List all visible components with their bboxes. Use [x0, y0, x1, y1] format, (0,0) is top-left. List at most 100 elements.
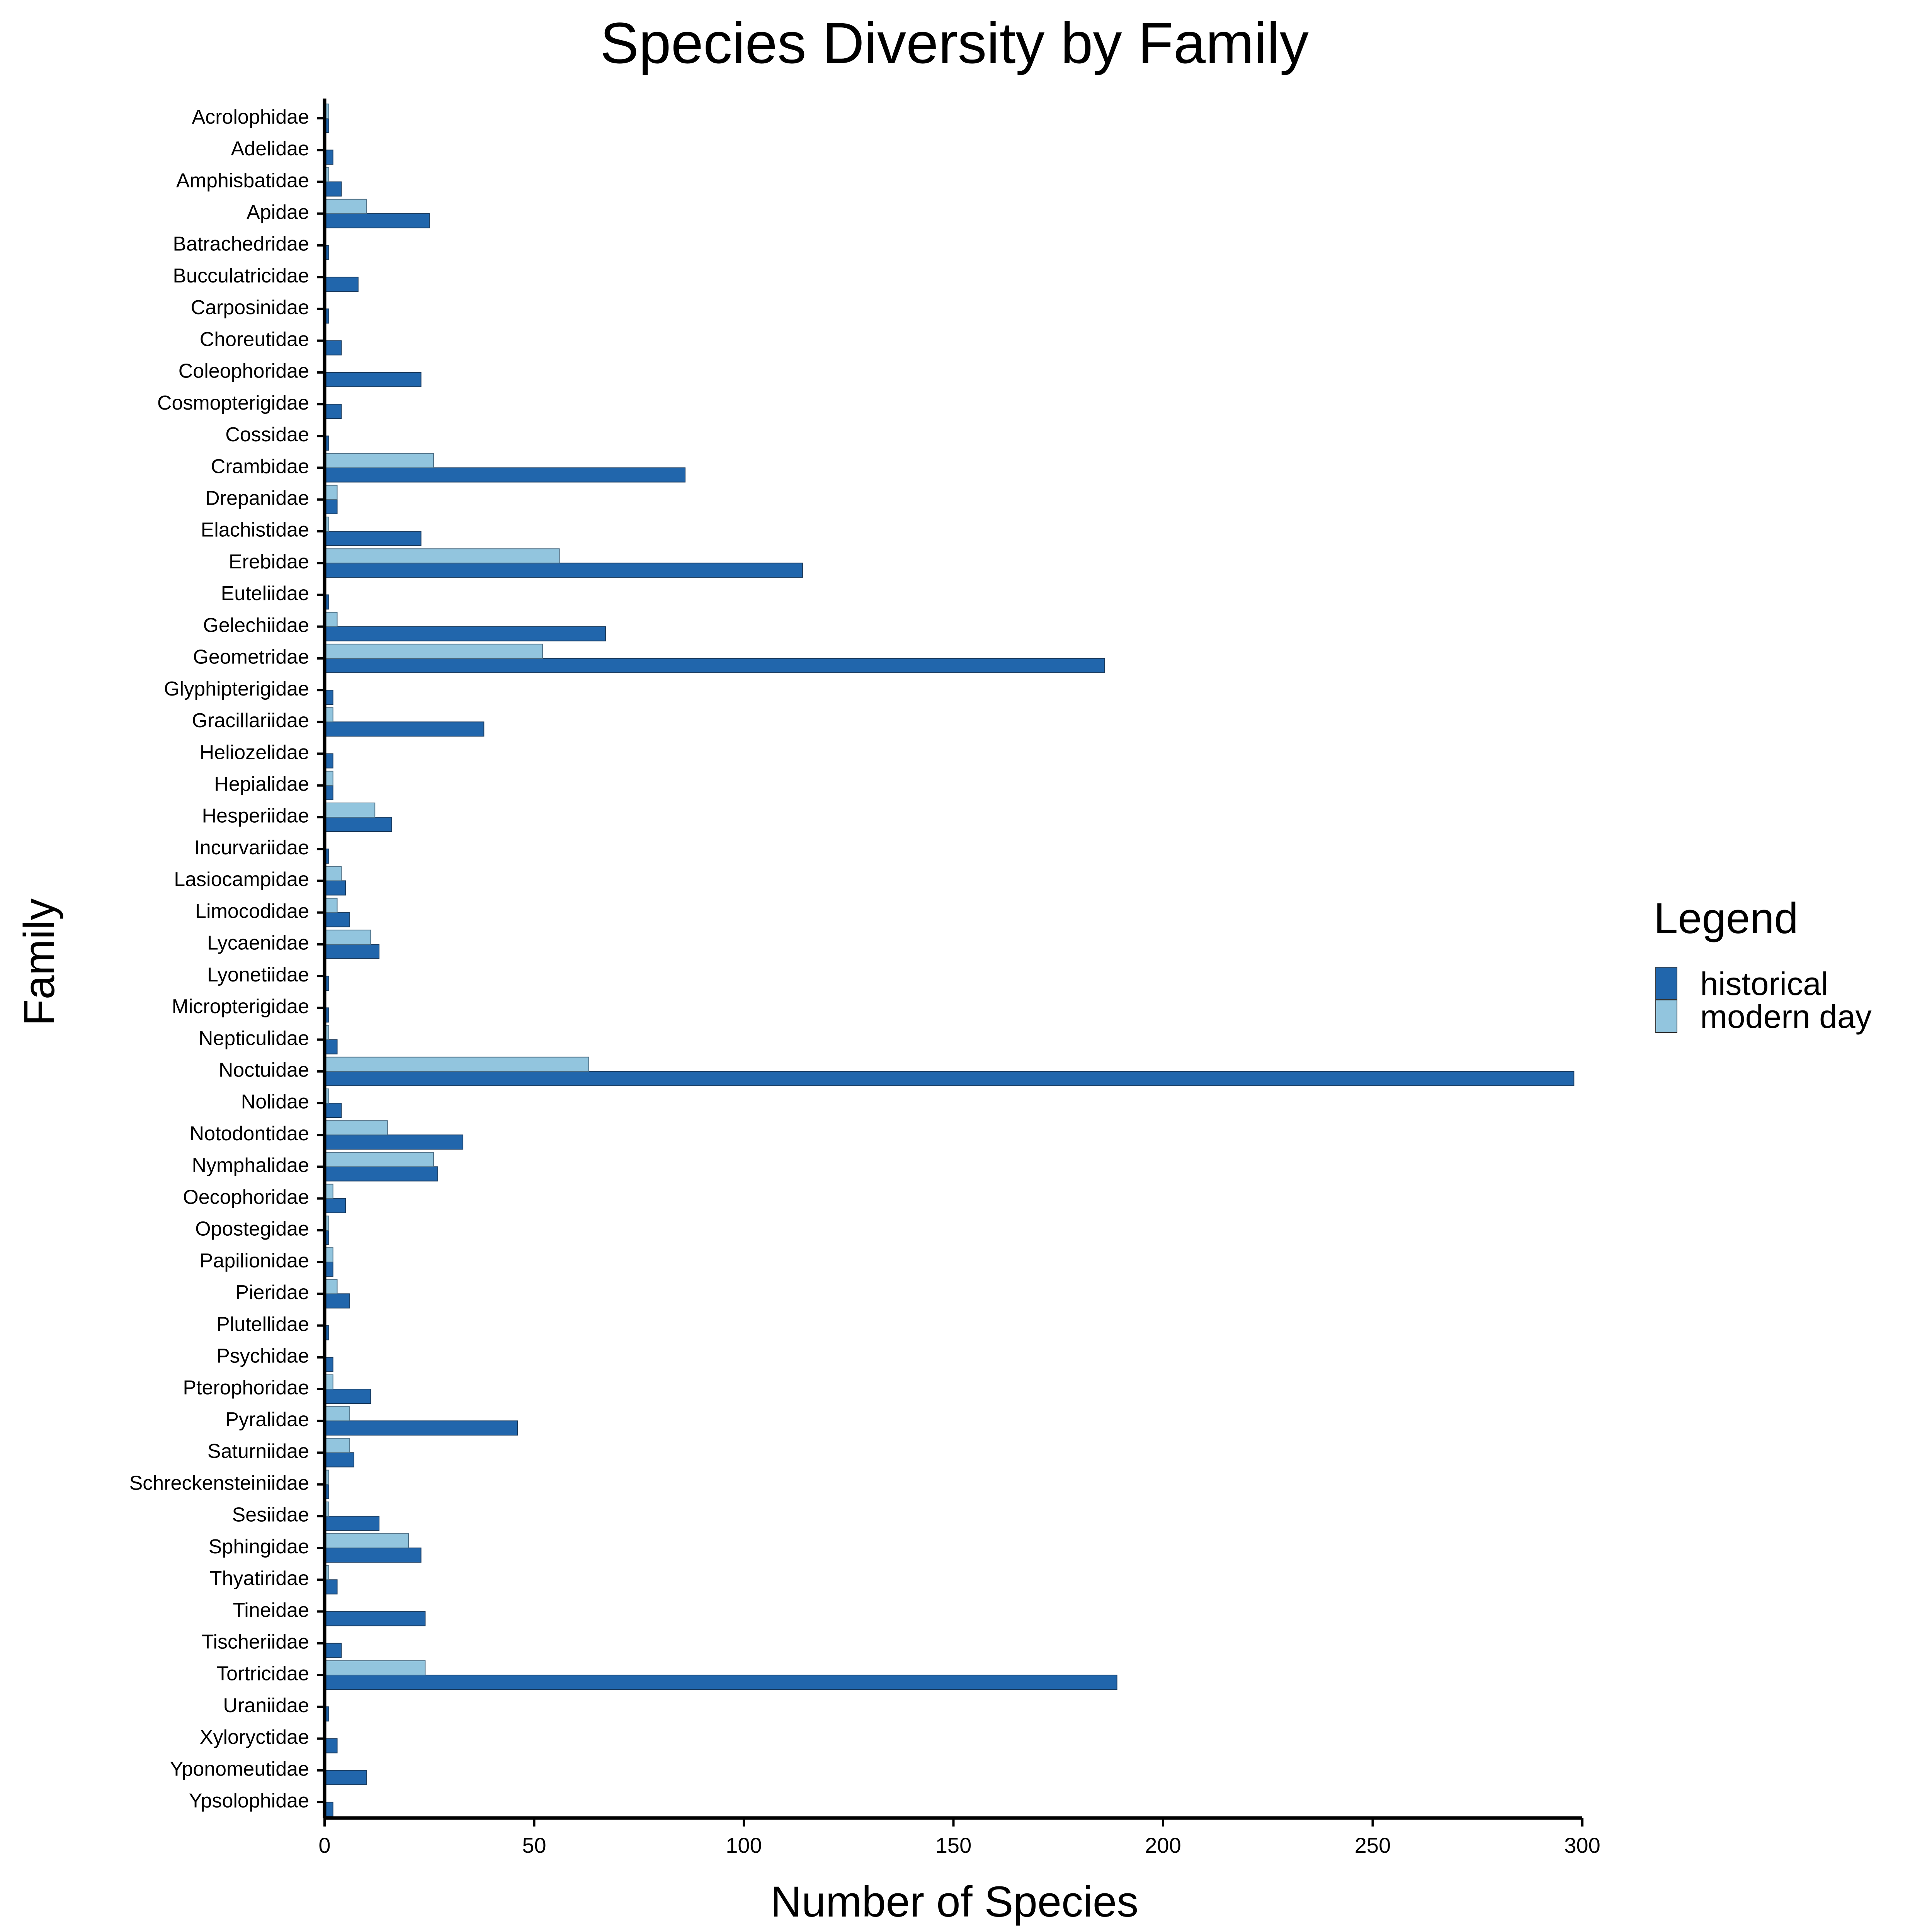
y-tick-label: Psychidae	[216, 1345, 309, 1367]
bar-modern-day	[324, 1120, 388, 1136]
bar-historical	[324, 1452, 354, 1468]
bar-historical	[324, 1643, 342, 1658]
x-tick-label: 200	[1145, 1833, 1181, 1857]
y-tick-label: Elachistidae	[201, 519, 309, 541]
bar-historical	[324, 1071, 1575, 1086]
x-tick-label: 50	[522, 1833, 546, 1857]
y-tick-label: Crambidae	[211, 455, 309, 478]
bar-modern-day	[324, 1152, 434, 1167]
y-tick-label: Schreckensteiniidae	[129, 1472, 309, 1494]
y-tick-label: Tortricidae	[216, 1663, 309, 1685]
y-axis-label: Family	[15, 898, 63, 1026]
y-tick-label: Carposinidae	[191, 296, 309, 319]
y-tick-label: Acrolophidae	[192, 106, 309, 128]
bar-modern-day	[324, 898, 338, 913]
y-tick-label: Incurvariidae	[194, 837, 309, 859]
y-tick-label: Euteliidae	[221, 582, 309, 605]
y-tick-label: Hepialidae	[214, 773, 309, 796]
y-tick-label: Adelidae	[231, 138, 309, 160]
y-tick-label: Tischeriidae	[202, 1631, 309, 1653]
y-tick-label: Limocodidae	[195, 900, 309, 922]
bar-modern-day	[324, 548, 560, 564]
bar-historical	[324, 1579, 338, 1595]
y-tick-label: Opostegidae	[195, 1218, 309, 1240]
y-tick-label: Uraniidae	[223, 1694, 309, 1717]
y-tick-label: Lasiocampidae	[174, 868, 309, 891]
x-tick-label: 100	[726, 1833, 762, 1857]
y-tick-label: Xyloryctidae	[200, 1726, 309, 1748]
plot-area: Acrolophidae Adelidae Amphisbatidae Apidae B…	[129, 99, 1600, 1857]
bar-historical	[324, 658, 1105, 673]
bar-historical	[324, 1198, 346, 1213]
legend-title: Legend	[1654, 894, 1798, 942]
y-tick-label: Sphingidae	[209, 1536, 309, 1558]
bar-historical	[324, 531, 422, 546]
legend-swatch	[1655, 1000, 1677, 1033]
bar-historical	[324, 1134, 464, 1150]
y-tick-label: Geometridae	[193, 646, 309, 668]
y-tick-label: Coleophoridae	[179, 360, 309, 383]
bar-historical	[324, 372, 422, 387]
bar-historical	[324, 1738, 338, 1753]
y-tick-label: Amphisbatidae	[176, 169, 309, 192]
chart-title: Species Diversity by Family	[600, 10, 1309, 75]
legend-label: historical	[1700, 966, 1828, 1002]
y-tick-label: Sesiidae	[232, 1504, 309, 1526]
bar-historical	[324, 944, 380, 959]
bar-historical	[324, 404, 342, 419]
y-tick-label: Heliozelidae	[200, 741, 309, 764]
y-tick-label: Gelechiidae	[203, 614, 309, 636]
bar-historical	[324, 1389, 371, 1404]
y-tick-label: Nolidae	[241, 1091, 309, 1113]
bar-modern-day	[324, 803, 376, 818]
y-tick-label: Nepticulidae	[199, 1027, 309, 1049]
bar-historical	[324, 1103, 342, 1118]
x-tick-label: 150	[935, 1833, 971, 1857]
bar-historical	[324, 563, 803, 578]
y-tick-label: Choreutidae	[200, 328, 309, 350]
bar-historical	[324, 912, 350, 927]
bar-historical	[324, 1675, 1117, 1690]
y-tick-label: Pieridae	[235, 1281, 309, 1304]
bar-modern-day	[324, 453, 434, 468]
y-tick-label: Erebidae	[229, 551, 309, 573]
y-tick-label: Saturniidae	[207, 1440, 309, 1463]
y-tick-label: Ypsolophidae	[189, 1790, 309, 1812]
y-tick-label: Papilionidae	[200, 1250, 309, 1272]
bar-historical	[324, 499, 338, 514]
y-tick-label: Cosmopterigidae	[157, 392, 309, 414]
bar-historical	[324, 181, 342, 197]
bar-historical	[324, 1293, 350, 1309]
bar-historical	[324, 1039, 338, 1054]
y-tick-label: Pyralidae	[225, 1408, 309, 1431]
y-tick-label: Plutellidae	[216, 1313, 309, 1335]
y-tick-label: Glyphipterigidae	[164, 678, 309, 700]
bar-historical	[324, 1548, 422, 1563]
y-tick-label: Bucculatricidae	[173, 265, 309, 287]
y-tick-label: Oecophoridae	[183, 1186, 309, 1208]
legend-label: modern day	[1700, 998, 1872, 1035]
y-tick-label: Drepanidae	[205, 487, 309, 510]
y-tick-label: Thyatiridae	[210, 1567, 309, 1590]
legend-swatch	[1655, 967, 1677, 1000]
bar-historical	[324, 1770, 367, 1785]
bar-modern-day	[324, 1660, 426, 1675]
y-tick-label: Noctuidae	[219, 1059, 309, 1082]
bar-historical	[324, 213, 430, 228]
bar-modern-day	[324, 866, 342, 881]
bar-modern-day	[324, 929, 371, 945]
y-tick-label: Batrachedridae	[173, 233, 309, 255]
y-tick-label: Hesperiidae	[202, 805, 310, 827]
y-tick-label: Micropterigidae	[172, 995, 310, 1018]
y-tick-label: Yponomeutidae	[170, 1758, 309, 1780]
bar-modern-day	[324, 1056, 589, 1072]
bar-modern-day	[324, 1279, 338, 1294]
bar-historical	[324, 1166, 438, 1182]
bar-modern-day	[324, 643, 543, 659]
y-tick-label: Apidae	[247, 201, 309, 224]
x-tick-label: 250	[1355, 1833, 1391, 1857]
bar-modern-day	[324, 199, 367, 214]
y-tick-label: Nymphalidae	[192, 1154, 310, 1177]
